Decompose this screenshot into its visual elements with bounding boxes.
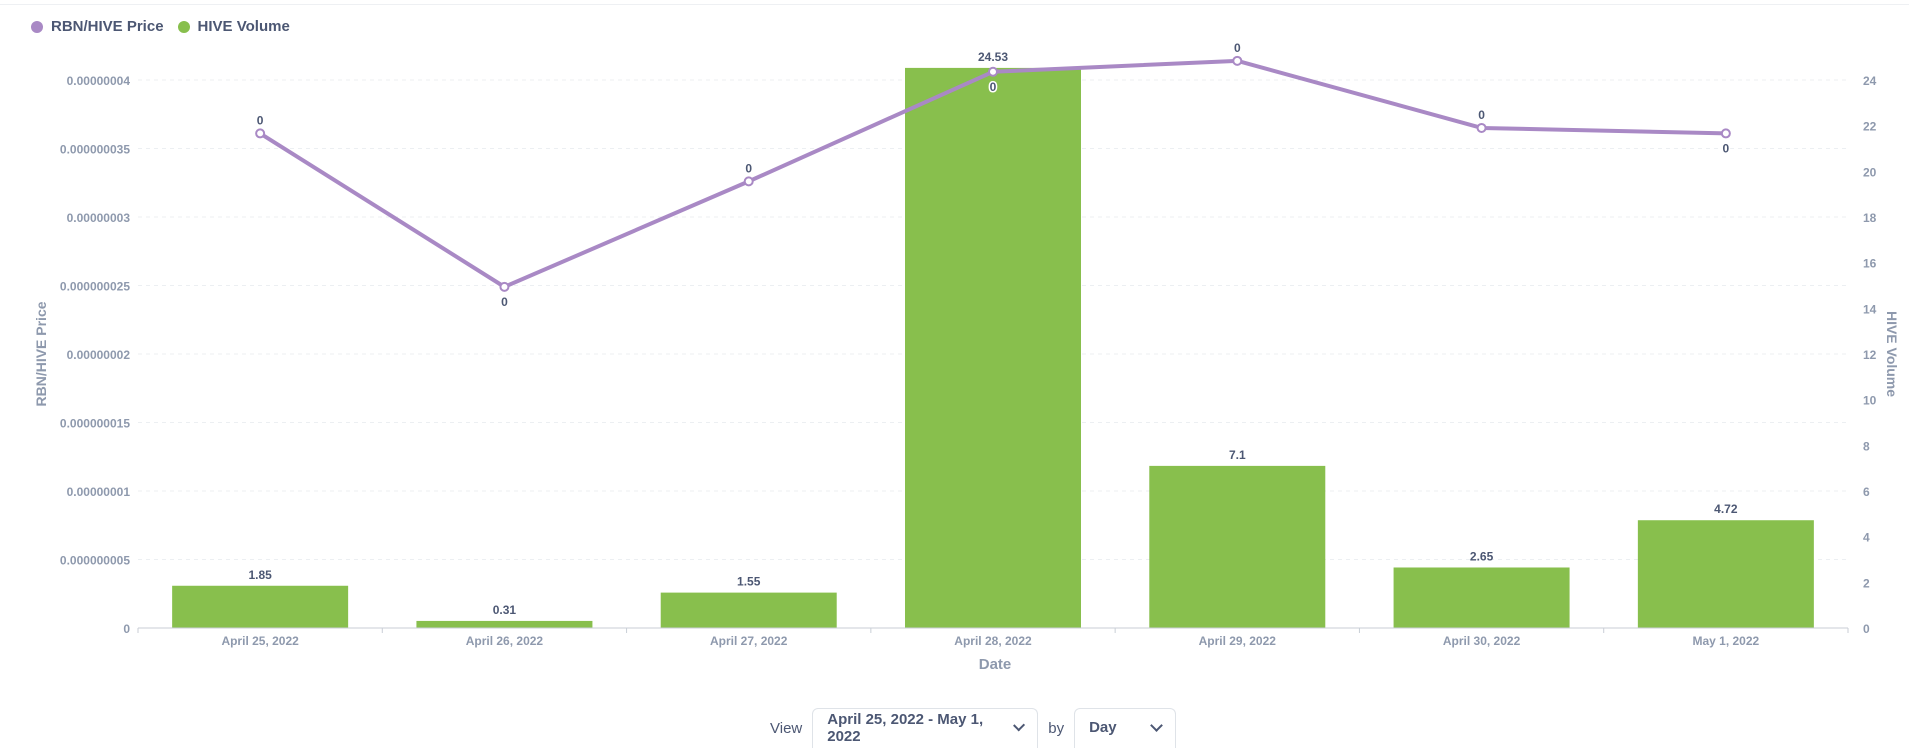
x-tick-label: May 1, 2022: [1692, 634, 1759, 648]
y-left-tick-label: 0.000000005: [60, 554, 130, 568]
y-right-tick-label: 8: [1863, 439, 1870, 453]
y-left-tick-label: 0.00000001: [67, 485, 131, 499]
price-point-label: 0: [990, 80, 997, 94]
chart-controls: View April 25, 2022 - May 1, 2022 by Day: [760, 708, 1177, 748]
chart-legend: RBN/HIVE Price HIVE Volume: [31, 18, 290, 35]
volume-bar: [416, 620, 593, 628]
y-left-axis-title: RBN/HIVE Price: [33, 301, 49, 406]
y-right-tick-label: 16: [1863, 257, 1877, 271]
volume-bar-label: 2.65: [1470, 549, 1494, 563]
volume-bar-label: 1.55: [737, 575, 761, 589]
price-point: [1232, 55, 1243, 66]
time-grain-select[interactable]: Day: [1074, 708, 1177, 748]
y-right-tick-label: 22: [1863, 120, 1877, 134]
legend-price-label: RBN/HIVE Price: [51, 18, 164, 35]
volume-bar-label: 4.72: [1714, 502, 1738, 516]
by-label: by: [1048, 719, 1065, 737]
x-tick-label: April 26, 2022: [466, 634, 544, 648]
y-left-tick-label: 0.000000015: [60, 417, 130, 431]
y-left-tick-label: 0: [123, 622, 130, 636]
y-left-tick-label: 0.00000004: [67, 74, 131, 88]
y-left-tick-label: 0.000000035: [60, 143, 130, 157]
view-label: View: [770, 719, 803, 737]
volume-bar: [1149, 465, 1326, 628]
y-right-tick-label: 12: [1863, 348, 1877, 362]
price-point: [1476, 122, 1487, 133]
y-right-tick-label: 14: [1863, 302, 1877, 316]
x-tick-label: April 30, 2022: [1443, 634, 1521, 648]
y-right-tick-label: 24: [1863, 74, 1877, 88]
y-right-tick-label: 6: [1863, 485, 1870, 499]
combo-chart: 0 0.000000005 0.00000001 0.000000015 0.00000…: [33, 39, 1900, 673]
y-right-tick-label: 2: [1863, 576, 1870, 590]
price-point: [743, 176, 754, 187]
y-left-tick-label: 0.00000002: [67, 348, 131, 362]
x-tick-label: April 27, 2022: [710, 634, 788, 648]
x-tick-label: April 28, 2022: [954, 634, 1032, 648]
legend-price-dot-icon: [31, 20, 43, 33]
x-tick-label: April 25, 2022: [221, 634, 299, 648]
y-right-axis-title: HIVE Volume: [1884, 311, 1900, 397]
x-axis-title: Date: [979, 656, 1012, 673]
price-point: [988, 66, 998, 77]
y-right-tick-label: 4: [1863, 531, 1870, 545]
date-range-select[interactable]: April 25, 2022 - May 1, 2022: [812, 708, 1039, 748]
price-point-label: 0: [1723, 141, 1730, 155]
legend-volume-label: HIVE Volume: [197, 18, 290, 35]
price-point-label: 0: [1478, 108, 1485, 122]
chevron-down-icon: [1150, 718, 1163, 732]
y-right-tick-label: 10: [1863, 394, 1877, 408]
volume-bar-label: 1.85: [248, 568, 272, 582]
price-point-label: 0: [1234, 41, 1241, 55]
volume-bar-label: 7.1: [1229, 448, 1246, 462]
price-point-label: 0: [257, 113, 264, 127]
price-point-label: 0: [501, 295, 508, 309]
price-point-label: 0: [745, 161, 752, 175]
date-range-value: April 25, 2022 - May 1, 2022: [827, 710, 984, 745]
price-point: [1720, 128, 1731, 139]
y-right-tick-label: 20: [1863, 165, 1877, 179]
volume-bar: [660, 592, 837, 628]
volume-bar: [1393, 567, 1570, 628]
y-right-tick-label: 0: [1863, 622, 1870, 636]
volume-bar: [1637, 520, 1814, 628]
legend-item-volume[interactable]: HIVE Volume: [177, 18, 290, 35]
price-point: [255, 128, 266, 139]
time-grain-value: Day: [1089, 719, 1117, 736]
legend-item-price[interactable]: RBN/HIVE Price: [31, 18, 164, 35]
volume-bar-label: 0.31: [493, 603, 517, 617]
chevron-down-icon: [1012, 718, 1026, 732]
y-left-tick-label: 0.00000003: [67, 211, 131, 225]
y-right-tick-label: 18: [1863, 211, 1877, 225]
x-tick-label: April 29, 2022: [1199, 634, 1277, 648]
volume-bar-label: 24.53: [978, 50, 1008, 64]
y-left-tick-label: 0.000000025: [60, 280, 130, 294]
price-point: [499, 281, 510, 292]
volume-bar: [172, 585, 349, 628]
top-divider: [0, 0, 1909, 5]
volume-bar: [905, 67, 1081, 629]
legend-volume-dot-icon: [177, 20, 190, 33]
